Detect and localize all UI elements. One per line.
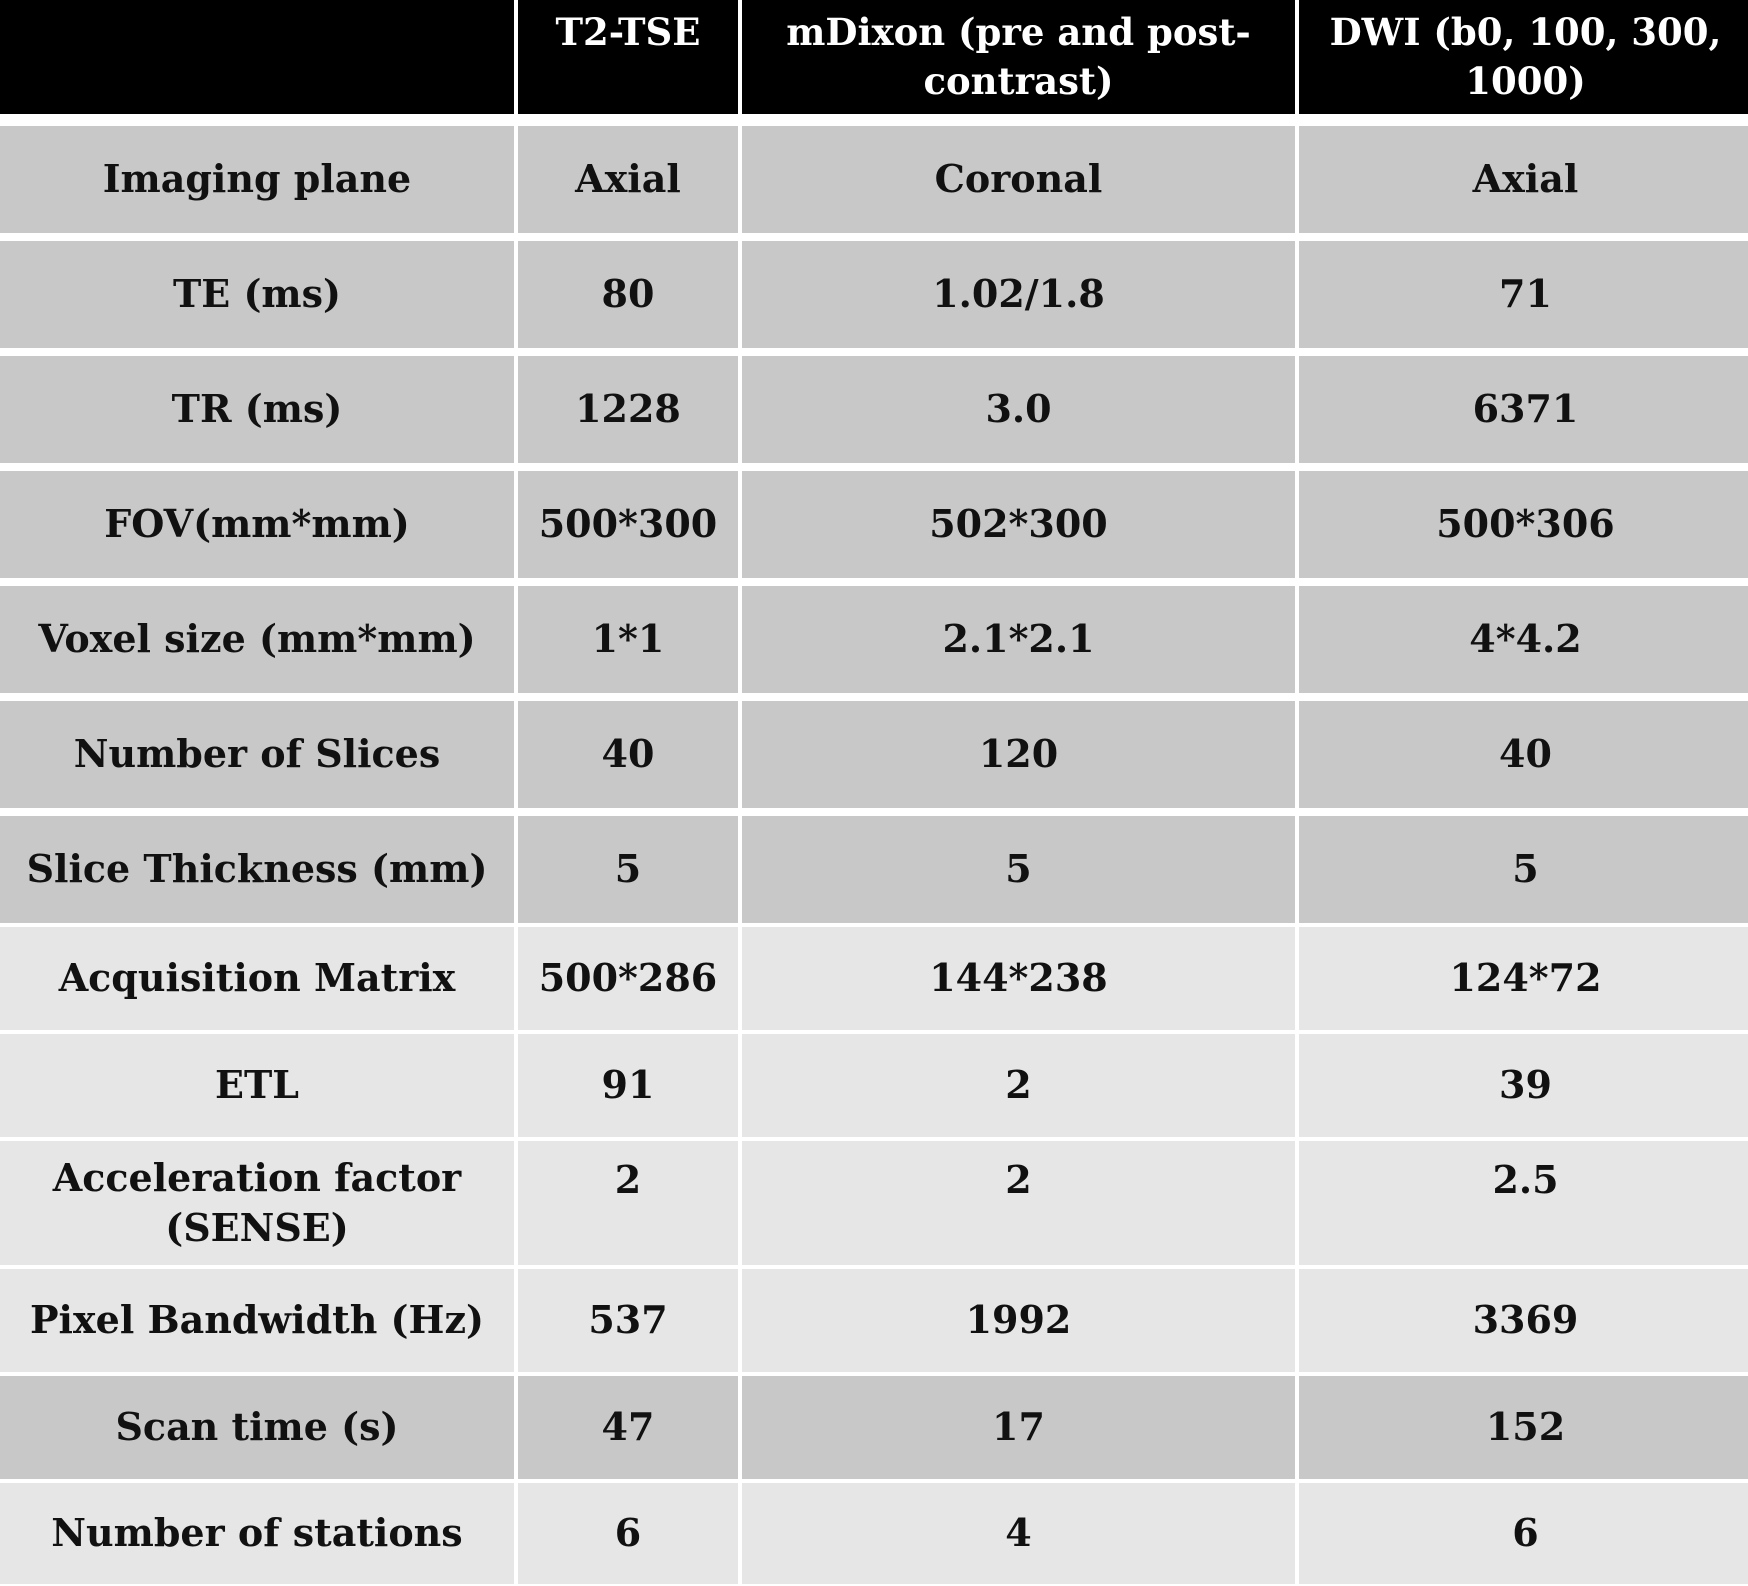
table-cell: 500*286 [518, 927, 738, 1030]
column-divider [514, 356, 518, 463]
table-cell: 124*72 [1299, 927, 1748, 1030]
column-divider [514, 701, 518, 808]
row-label: Slice Thickness (mm) [0, 816, 514, 923]
column-divider [738, 1034, 742, 1137]
table-cell: 6 [518, 1483, 738, 1584]
row-label: Imaging plane [0, 126, 514, 233]
row-label: Acceleration factor (SENSE) [0, 1141, 514, 1265]
column-divider [1295, 471, 1299, 578]
table-cell: 500*306 [1299, 471, 1748, 578]
column-divider [738, 701, 742, 808]
column-divider [1295, 1034, 1299, 1137]
table-cell: 4*4.2 [1299, 586, 1748, 693]
table-cell: 80 [518, 241, 738, 348]
column-divider [1295, 816, 1299, 923]
table-cell: 91 [518, 1034, 738, 1137]
column-divider [514, 1376, 518, 1479]
column-divider [1295, 1269, 1299, 1372]
table-cell: 1992 [742, 1269, 1295, 1372]
column-divider [738, 1376, 742, 1479]
table-cell: 3.0 [742, 356, 1295, 463]
row-label: FOV(mm*mm) [0, 471, 514, 578]
column-divider [514, 816, 518, 923]
table-cell: 2 [518, 1141, 738, 1265]
table-cell: Axial [518, 126, 738, 233]
table-cell: 40 [518, 701, 738, 808]
table-cell: 6 [1299, 1483, 1748, 1584]
table-cell: 2 [742, 1141, 1295, 1265]
row-label: Acquisition Matrix [0, 927, 514, 1030]
table-cell: 1.02/1.8 [742, 241, 1295, 348]
column-divider [738, 1269, 742, 1372]
table-cell: 120 [742, 701, 1295, 808]
column-divider [514, 1483, 518, 1584]
row-label: ETL [0, 1034, 514, 1137]
column-divider [738, 1141, 742, 1265]
table-cell: 2 [742, 1034, 1295, 1137]
column-divider [514, 1269, 518, 1372]
table-cell: 537 [518, 1269, 738, 1372]
header-cell: T2-TSE [518, 0, 738, 114]
column-divider [1295, 1141, 1299, 1265]
column-divider [514, 471, 518, 578]
column-divider [738, 927, 742, 1030]
column-divider [1295, 1376, 1299, 1479]
column-divider [1295, 586, 1299, 693]
table-cell: 144*238 [742, 927, 1295, 1030]
table-cell: 40 [1299, 701, 1748, 808]
header-cell: DWI (b0, 100, 300, 1000) [1299, 0, 1748, 114]
table-cell: 6371 [1299, 356, 1748, 463]
column-divider [1295, 1483, 1299, 1584]
row-label: TE (ms) [0, 241, 514, 348]
column-divider [738, 471, 742, 578]
column-divider [738, 126, 742, 233]
column-divider [738, 586, 742, 693]
column-divider [514, 126, 518, 233]
column-divider [1295, 126, 1299, 233]
table-cell: 502*300 [742, 471, 1295, 578]
row-label: Scan time (s) [0, 1376, 514, 1479]
row-label: Pixel Bandwidth (Hz) [0, 1269, 514, 1372]
table-cell: Axial [1299, 126, 1748, 233]
column-divider [514, 1141, 518, 1265]
table-cell: 5 [1299, 816, 1748, 923]
column-divider [514, 927, 518, 1030]
column-divider [1295, 241, 1299, 348]
column-divider [514, 241, 518, 348]
column-divider [1295, 927, 1299, 1030]
header-cell-blank [0, 0, 514, 114]
row-label: Voxel size (mm*mm) [0, 586, 514, 693]
table-cell: 5 [742, 816, 1295, 923]
table-cell: 47 [518, 1376, 738, 1479]
column-divider [738, 356, 742, 463]
column-divider [738, 1483, 742, 1584]
table-cell: 4 [742, 1483, 1295, 1584]
table-cell: 1228 [518, 356, 738, 463]
row-label: Number of stations [0, 1483, 514, 1584]
column-divider [514, 586, 518, 693]
row-label: Number of Slices [0, 701, 514, 808]
column-divider [1295, 356, 1299, 463]
table-cell: 3369 [1299, 1269, 1748, 1372]
table-cell: 5 [518, 816, 738, 923]
table-cell: 1*1 [518, 586, 738, 693]
table-cell: Coronal [742, 126, 1295, 233]
table-cell: 17 [742, 1376, 1295, 1479]
column-divider [738, 816, 742, 923]
table-cell: 71 [1299, 241, 1748, 348]
column-divider [514, 1034, 518, 1137]
table-cell: 152 [1299, 1376, 1748, 1479]
table-cell: 2.5 [1299, 1141, 1748, 1265]
column-divider [738, 0, 742, 114]
table-cell: 39 [1299, 1034, 1748, 1137]
header-cell: mDixon (pre and post-contrast) [742, 0, 1295, 114]
column-divider [1295, 0, 1299, 114]
row-label: TR (ms) [0, 356, 514, 463]
column-divider [738, 241, 742, 348]
table-cell: 500*300 [518, 471, 738, 578]
column-divider [1295, 701, 1299, 808]
table-cell: 2.1*2.1 [742, 586, 1295, 693]
column-divider [514, 0, 518, 114]
